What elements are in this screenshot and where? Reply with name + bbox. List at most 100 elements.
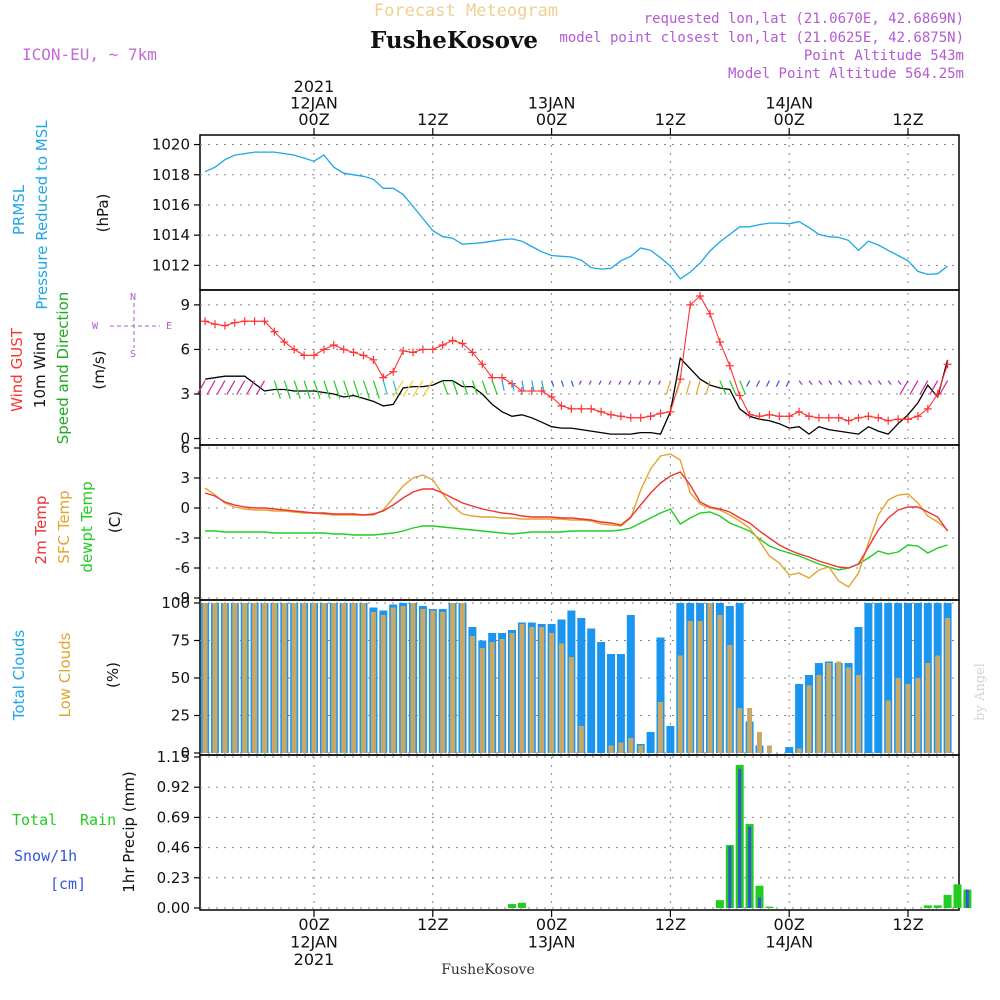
low-cloud-bar: [509, 633, 515, 753]
rain-bar: [755, 885, 764, 908]
y-tick-label: 1016: [152, 196, 190, 214]
wind-direction-arrow: [785, 380, 790, 387]
wind-direction-arrow: [333, 380, 341, 399]
low-cloud-bar: [608, 745, 614, 753]
low-cloud-bar: [519, 624, 525, 753]
top-time-label: 12Z: [655, 110, 686, 129]
y-tick-label: 0: [180, 499, 190, 517]
wind-direction-arrow: [283, 380, 291, 399]
gust-marker: [270, 327, 279, 336]
axis-layer: 101210141016101810200369-9-6-30360255075…: [152, 77, 924, 969]
low-cloud-bar: [638, 745, 644, 753]
gust-marker: [913, 412, 922, 421]
top-time-label: 14JAN: [765, 94, 813, 113]
low-cloud-bar: [469, 636, 475, 753]
gust-marker: [646, 412, 655, 421]
wind-direction-arrow: [382, 380, 388, 395]
gust-marker: [805, 412, 813, 421]
gust-marker: [438, 340, 447, 349]
low-cloud-bar: [885, 700, 891, 753]
y-tick-label: 6: [180, 340, 190, 358]
gust-marker: [290, 345, 299, 354]
low-cloud-bar: [489, 642, 495, 753]
temp2m-label: 2m Temp: [32, 496, 50, 565]
y-tick-label: 1012: [152, 256, 190, 274]
low-cloud-bar: [895, 678, 901, 753]
bottom-time-label: 00Z: [536, 915, 567, 934]
gust-marker: [785, 412, 794, 421]
low-cloud-bar: [262, 603, 267, 753]
wind-direction-arrow: [685, 380, 691, 395]
wind-speed-label: Speed and Direction: [54, 292, 72, 445]
low-cloud-bar: [578, 726, 584, 753]
gust-marker: [834, 413, 843, 422]
low-cloud-label: Low Clouds: [56, 632, 74, 717]
rain-bar: [943, 894, 952, 908]
wind-direction-arrow: [343, 380, 351, 399]
gust-marker: [864, 412, 873, 421]
total-cloud-bar: [666, 726, 675, 753]
gust-marker: [706, 309, 714, 318]
snow-label: Snow/1h: [14, 847, 77, 865]
low-cloud-bar: [212, 603, 218, 753]
requested-coords: requested lon,lat (21.0670E, 42.6869N): [644, 11, 964, 27]
gust-marker: [498, 373, 507, 382]
wind-direction-arrow: [196, 380, 206, 395]
top-time-label: 00Z: [774, 110, 805, 129]
wind-direction-arrow: [442, 380, 449, 395]
gust-marker: [240, 317, 249, 326]
y-tick-label: 3: [180, 385, 190, 403]
rain-bar: [715, 900, 724, 908]
y-tick-label: 1018: [152, 166, 190, 184]
wind-direction-arrow: [273, 380, 281, 399]
wind-direction-arrow: [216, 380, 226, 395]
total-cloud-bar: [577, 618, 586, 753]
wind-direction-arrow: [578, 380, 582, 385]
low-cloud-bar: [697, 621, 703, 753]
top-time-label: 00Z: [298, 110, 329, 129]
wind-direction-arrow: [808, 380, 813, 385]
wind-direction-arrow: [236, 380, 246, 395]
wind-unit-label: (m/s): [90, 350, 108, 389]
y-tick-label: -6: [175, 559, 190, 577]
wind-direction-arrow: [588, 380, 592, 385]
wind-direction-arrow: [755, 380, 761, 387]
temp-2m-line: [204, 471, 949, 569]
wind-speed-line: [205, 356, 949, 435]
gust-marker: [755, 412, 764, 421]
precip-axis-labels: Total Rain Snow/1h [cm] 1hr Precip (mm): [12, 771, 138, 893]
low-cloud-bar: [747, 708, 753, 753]
y-tick-label: 0.23: [157, 869, 190, 887]
gust-marker: [735, 391, 744, 400]
low-cloud-bar: [737, 708, 743, 753]
wind-direction-arrow: [746, 380, 751, 387]
gust-marker: [478, 360, 487, 369]
gust-marker: [319, 345, 328, 354]
wind-direction-arrow: [919, 380, 929, 395]
low-cloud-bar: [628, 738, 634, 753]
low-cloud-bar: [757, 732, 762, 753]
gust-marker: [844, 416, 853, 425]
top-time-label: 00Z: [536, 110, 567, 129]
low-cloud-bar: [202, 603, 208, 753]
pressure-line: [204, 151, 948, 280]
sfc-label: SFC Temp: [55, 490, 73, 563]
wind-direction-arrow: [648, 380, 652, 385]
top-time-label: 13JAN: [528, 94, 576, 113]
snow-bar: [748, 826, 752, 908]
prmsl-unit-label: (hPa): [94, 194, 112, 233]
y-tick-label: 6: [180, 439, 190, 457]
gust-marker: [775, 412, 784, 421]
gust-marker: [567, 404, 576, 413]
low-cloud-bar: [479, 648, 485, 753]
compass-s: S: [130, 349, 136, 360]
wind-direction-arrow: [665, 380, 671, 395]
wind-direction-arrow: [246, 380, 256, 395]
wind-direction-arrow: [521, 380, 525, 391]
cloud-unit-label: (%): [104, 662, 122, 688]
wind-direction-arrow: [206, 380, 216, 395]
wind-direction-arrow: [877, 380, 882, 385]
gust-marker: [537, 387, 546, 396]
gust-marker: [418, 345, 427, 354]
gust-marker: [636, 413, 645, 422]
